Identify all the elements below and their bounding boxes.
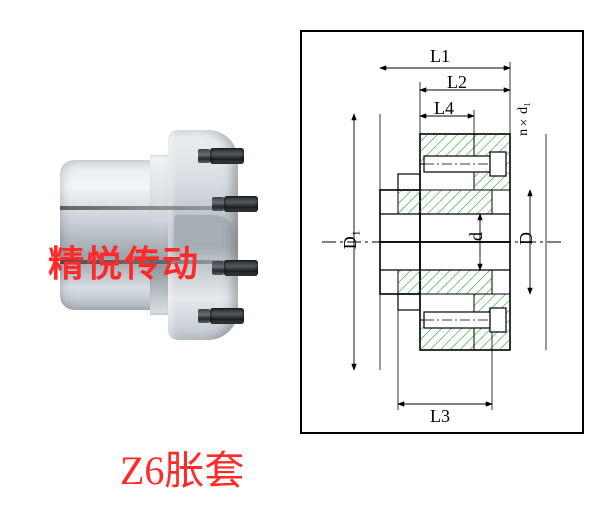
brand-watermark: 精悦传动 (48, 235, 200, 287)
dim-l2: L2 (447, 72, 467, 93)
dim-D: D (516, 232, 537, 245)
bolt (224, 196, 258, 212)
bolt (210, 148, 244, 164)
technical-drawing: L1 L2 L4 L3 n×d₁ d D D₁ (300, 30, 584, 434)
bolt (224, 260, 258, 276)
dim-nxd: n×d₁ (516, 102, 532, 136)
bolt (210, 308, 244, 324)
product-photo (30, 120, 270, 340)
dim-D1: D₁ (340, 230, 361, 249)
product-caption: Z6胀套 (120, 438, 244, 496)
dim-l4: L4 (434, 98, 454, 119)
dim-l1: L1 (430, 46, 450, 67)
dim-d: d (466, 232, 487, 241)
dim-l3: L3 (430, 406, 450, 427)
